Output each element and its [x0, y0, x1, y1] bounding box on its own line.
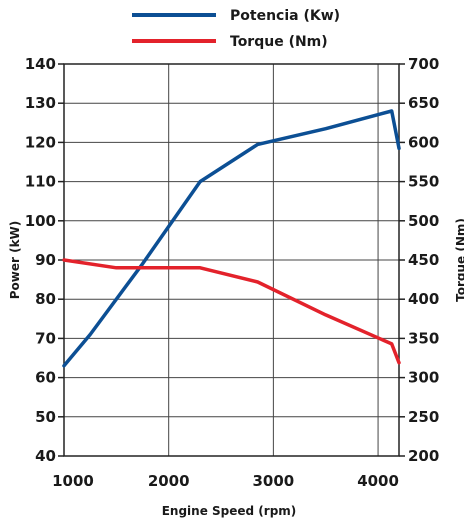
right-tick-label: 500 [408, 212, 439, 230]
left-tick-label: 80 [35, 290, 56, 308]
right-tick-label: 250 [408, 408, 439, 426]
right-axis-title: Torque (Nm) [454, 218, 464, 302]
series-line-torque [62, 258, 401, 365]
left-tick-label: 70 [35, 329, 56, 347]
left-tick-label: 140 [25, 55, 56, 73]
right-tick-label: 450 [408, 251, 439, 269]
legend-label-torque: Torque (Nm) [230, 34, 328, 50]
x-tick-label: 4000 [357, 472, 399, 490]
left-tick-label: 100 [25, 212, 56, 230]
right-tick-label: 650 [408, 94, 439, 112]
legend: Potencia (Kw) Torque (Nm) [132, 8, 340, 50]
series-line-power [62, 109, 401, 368]
right-axis-ticks: 200 250 300 350 400 450 500 550 600 650 700 [399, 55, 439, 465]
left-axis-title: Power (kW) [8, 221, 22, 300]
right-tick-label: 700 [408, 55, 439, 73]
right-tick-label: 300 [408, 369, 439, 387]
left-tick-label: 130 [25, 94, 56, 112]
right-tick-label: 600 [408, 133, 439, 151]
left-axis-ticks: 40 50 60 70 80 90 100 110 120 130 140 [25, 55, 64, 465]
left-tick-label: 110 [25, 173, 56, 191]
right-tick-label: 400 [408, 290, 439, 308]
series-layer [62, 109, 401, 368]
x-axis-ticks: 1000 2000 3000 4000 [52, 472, 399, 490]
left-tick-label: 120 [25, 133, 56, 151]
left-tick-label: 40 [35, 447, 56, 465]
left-tick-label: 60 [35, 369, 56, 387]
right-tick-label: 200 [408, 447, 439, 465]
x-tick-label: 3000 [253, 472, 295, 490]
x-axis-title: Engine Speed (rpm) [162, 504, 297, 518]
right-tick-label: 350 [408, 329, 439, 347]
x-tick-label: 1000 [52, 472, 94, 490]
grid [64, 64, 399, 456]
right-tick-label: 550 [408, 173, 439, 191]
legend-label-power: Potencia (Kw) [230, 8, 340, 24]
left-tick-label: 90 [35, 251, 56, 269]
x-tick-label: 2000 [148, 472, 190, 490]
left-tick-label: 50 [35, 408, 56, 426]
